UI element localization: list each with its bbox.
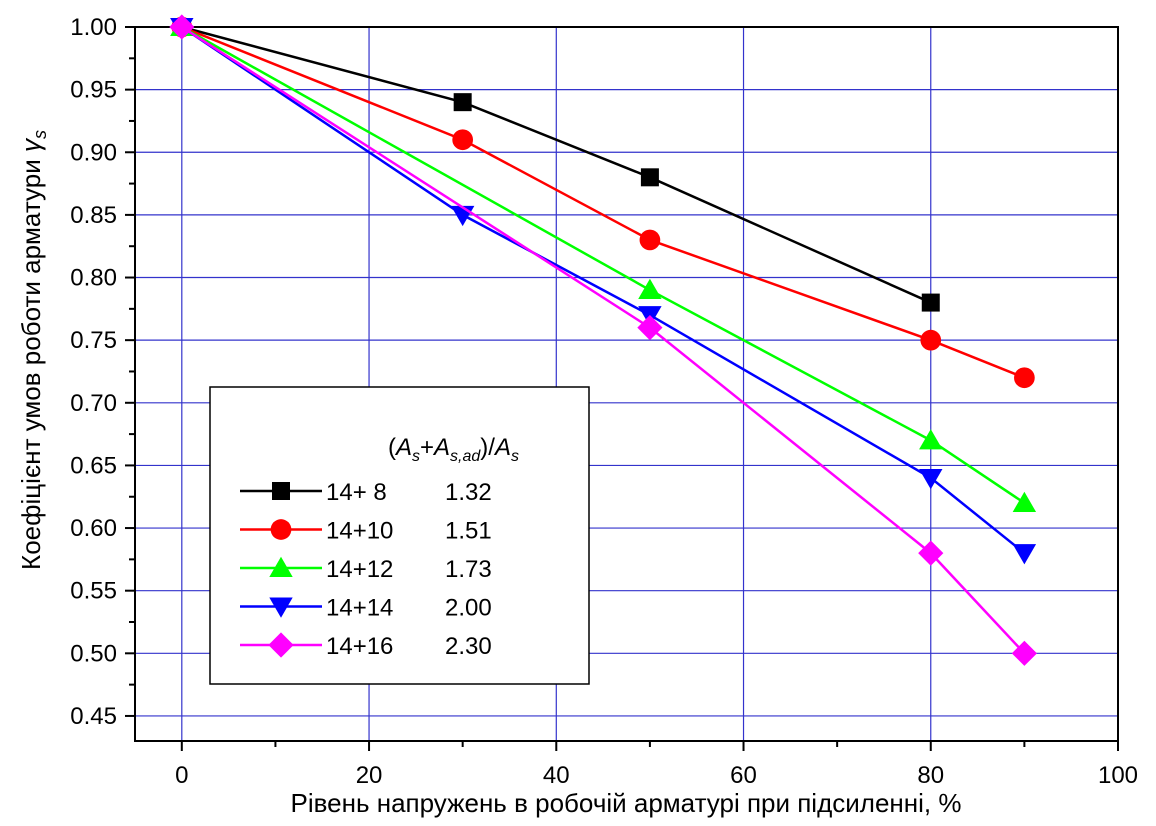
legend-ratio: 1.51 xyxy=(445,518,492,545)
legend-header-b: A xyxy=(432,434,450,461)
legend-item: 14+10 1.51 xyxy=(240,518,492,545)
legend-header-open: ( xyxy=(388,434,396,461)
series-line xyxy=(181,25,932,304)
y-tick-label: 0.50 xyxy=(70,640,117,667)
y-tick-label: 0.80 xyxy=(70,265,117,292)
y-tick-label: 0.90 xyxy=(70,139,117,166)
marker-triangle-up xyxy=(1012,491,1037,512)
legend-header-close: )/ xyxy=(480,434,495,461)
y-axis-title-main: Коефіцієнт умов роботи арматури xyxy=(16,152,46,570)
legend-header: (As+As,ad)/As xyxy=(388,434,519,465)
y-tick-label: 0.60 xyxy=(70,515,117,542)
y-tick-label: 1.00 xyxy=(70,14,117,41)
x-tick-label: 80 xyxy=(917,762,944,789)
legend-label: 14+10 xyxy=(326,518,393,545)
legend-ratio: 2.30 xyxy=(445,633,492,660)
axis-ticks: 0 20 40 60 80 100 0.45 0.50 0.55 0.60 0.65 0.70 0.75… xyxy=(70,14,1138,789)
y-axis-title: Коефіцієнт умов роботи арматури γs xyxy=(16,130,50,570)
marker-triangle-up xyxy=(638,278,662,300)
legend-label: 14+16 xyxy=(326,633,393,660)
marker-diamond xyxy=(268,632,294,658)
marker-diamond xyxy=(1011,640,1037,666)
y-axis-title-symbol: γ xyxy=(16,137,46,152)
series-lines xyxy=(169,14,1037,666)
series-line xyxy=(181,25,1026,505)
y-tick-label: 0.75 xyxy=(70,327,117,354)
y-tick-label: 0.95 xyxy=(70,77,117,104)
marker-triangle-down xyxy=(1012,544,1037,565)
y-tick-label: 0.85 xyxy=(70,202,117,229)
legend-item: 14+14 2.00 xyxy=(240,595,492,622)
legend-header-a: A xyxy=(394,434,412,461)
legend-label: 14+ 8 xyxy=(326,479,387,506)
series-14-16 xyxy=(169,14,1037,666)
x-tick-label: 20 xyxy=(356,762,383,789)
y-tick-label: 0.70 xyxy=(70,390,117,417)
legend-header-b-sub: s,ad xyxy=(450,448,481,465)
marker-circle xyxy=(920,329,942,351)
marker-square xyxy=(272,482,290,500)
marker-diamond xyxy=(918,540,944,566)
marker-circle xyxy=(1014,367,1035,389)
marker-diamond xyxy=(169,14,195,40)
marker-triangle-down xyxy=(919,468,943,490)
marker-triangle-down xyxy=(269,597,293,618)
x-tick-label: 60 xyxy=(730,762,757,789)
marker-triangle-up xyxy=(269,556,293,577)
x-tick-label: 40 xyxy=(543,762,570,789)
legend-item: 14+12 1.73 xyxy=(240,556,492,583)
legend-ratio: 1.32 xyxy=(445,479,492,506)
y-tick-label: 0.45 xyxy=(70,703,117,730)
legend-item: 14+ 8 1.32 xyxy=(240,479,492,506)
legend-box xyxy=(209,386,590,685)
marker-circle xyxy=(270,519,292,540)
marker-square xyxy=(921,293,940,312)
legend-header-c: A xyxy=(493,434,511,461)
y-tick-label: 0.65 xyxy=(70,452,117,479)
legend-label: 14+12 xyxy=(326,556,393,583)
legend-header-a-sub: s xyxy=(412,448,420,465)
y-tick-label: 0.55 xyxy=(70,578,117,605)
legend-header-plus: + xyxy=(420,434,434,461)
marker-circle xyxy=(452,129,474,151)
plot-frame xyxy=(134,26,1119,742)
marker-square xyxy=(640,168,659,187)
legend-header-c-sub: s xyxy=(511,448,519,465)
x-tick-label: 0 xyxy=(175,762,188,789)
legend-label: 14+14 xyxy=(326,595,393,622)
x-axis-title: Рівень напружень в робочій арматурі при … xyxy=(291,788,962,818)
x-tick-label: 100 xyxy=(1098,762,1138,789)
marker-triangle-up xyxy=(919,429,943,450)
legend-ratio: 2.00 xyxy=(445,595,492,622)
marker-diamond xyxy=(637,315,663,341)
legend-ratio: 1.73 xyxy=(445,556,492,583)
marker-square xyxy=(453,93,472,112)
y-axis-title-subscript: s xyxy=(30,130,50,139)
series-line xyxy=(181,25,1026,655)
legend-item: 14+16 2.30 xyxy=(240,632,492,660)
marker-circle xyxy=(639,229,661,251)
